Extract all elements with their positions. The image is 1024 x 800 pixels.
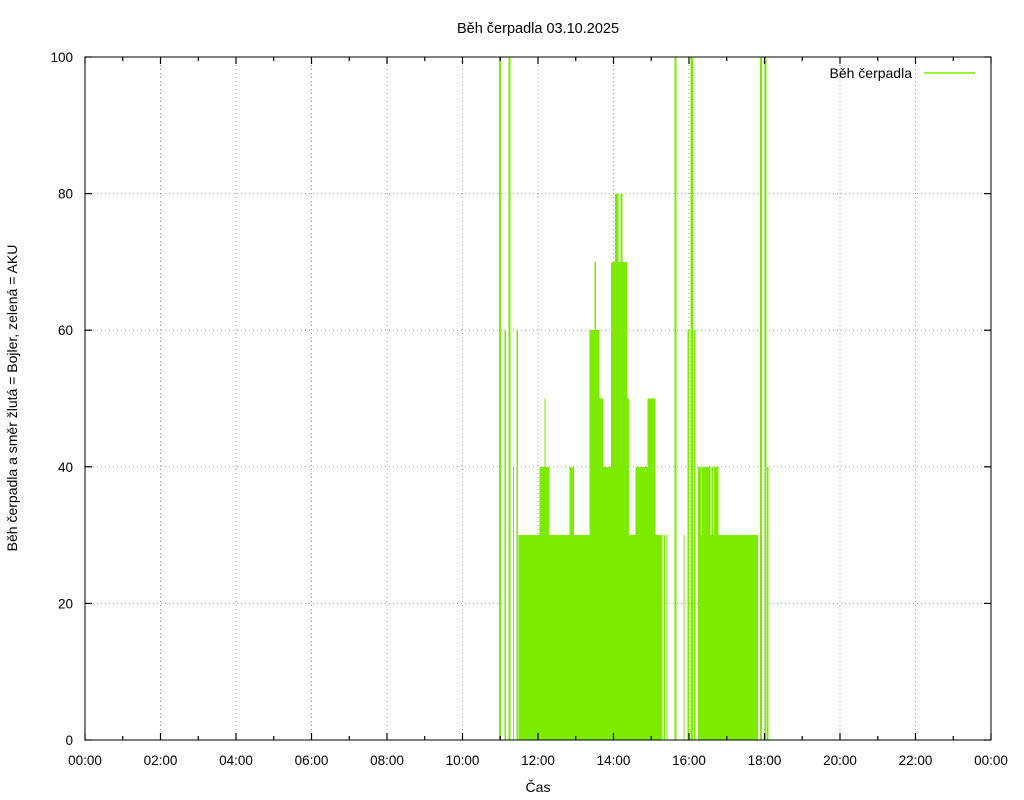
y-tick-label: 20 (58, 596, 73, 611)
chart-title: Běh čerpadla 03.10.2025 (457, 21, 619, 37)
y-tick-label: 100 (50, 50, 73, 65)
x-tick-label: 14:00 (597, 753, 631, 768)
x-tick-label: 20:00 (823, 753, 857, 768)
x-tick-label: 12:00 (521, 753, 555, 768)
y-tick-label: 0 (65, 733, 73, 748)
axes (84, 56, 992, 741)
x-axis-label: Čas (526, 779, 551, 795)
tick-labels: 00:00 02:00 04:00 06:00 08:00 10:00 12:00 14:00… (50, 50, 1007, 768)
x-tick-label: 16:00 (672, 753, 706, 768)
x-tick-label: 00:00 (68, 753, 102, 768)
x-tick-label: 10:00 (446, 753, 480, 768)
x-tick-label: 18:00 (748, 753, 782, 768)
pump-run-series-area (498, 57, 769, 740)
legend: Běh čerpadla (829, 65, 975, 81)
x-tick-label: 02:00 (144, 753, 178, 768)
y-tick-label: 60 (58, 323, 73, 338)
x-tick-label: 08:00 (370, 753, 404, 768)
y-axis-label: Běh čerpadla a směr žlutá = Bojler, zele… (4, 245, 20, 552)
x-tick-label: 04:00 (219, 753, 253, 768)
x-tick-label: 00:00 (974, 753, 1008, 768)
legend-label: Běh čerpadla (829, 65, 912, 81)
y-tick-label: 80 (58, 187, 73, 202)
x-tick-label: 22:00 (899, 753, 933, 768)
y-tick-label: 40 (58, 460, 73, 475)
x-tick-label: 06:00 (295, 753, 329, 768)
